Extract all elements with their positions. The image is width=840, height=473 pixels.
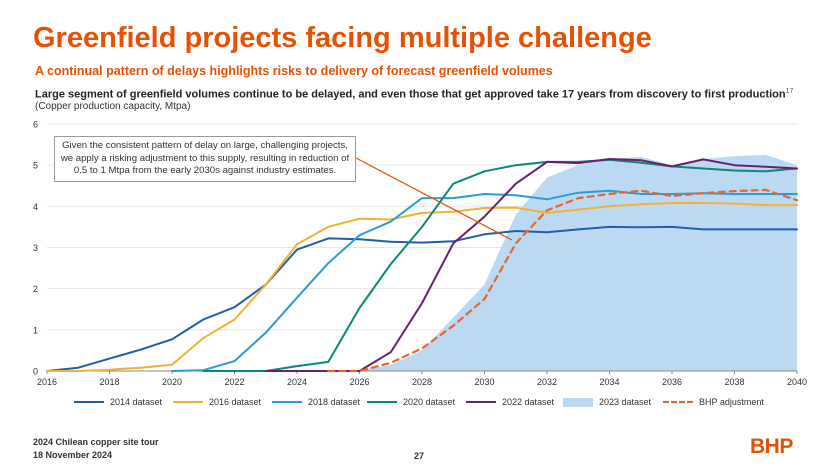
y-tick-label: 1 <box>33 325 38 335</box>
legend-item: 2018 dataset <box>272 397 360 407</box>
legend-item: 2022 dataset <box>466 397 554 407</box>
y-tick-label: 4 <box>33 202 38 212</box>
legend-swatch <box>173 401 203 403</box>
bhp-logo: BHP <box>750 435 793 458</box>
series-line-2018-dataset <box>171 189 798 372</box>
x-tick-label: 2024 <box>287 377 307 387</box>
legend-swatch <box>466 401 496 403</box>
x-tick-label: 2032 <box>537 377 557 387</box>
annotation-pointer <box>355 157 513 241</box>
y-tick-label: 5 <box>33 161 38 171</box>
chart-legend: 2014 dataset 2016 dataset 2018 dataset 2020… <box>60 397 780 411</box>
legend-swatch <box>74 401 104 403</box>
x-tick-label: 2038 <box>724 377 744 387</box>
legend-swatch <box>272 401 302 403</box>
annotation-box: Given the consistent pattern of delay on… <box>54 136 356 182</box>
x-tick-label: 2026 <box>349 377 369 387</box>
y-tick-label: 6 <box>33 120 38 130</box>
chart-heading: Large segment of greenfield volumes cont… <box>35 88 793 101</box>
legend-item: 2020 dataset <box>367 397 455 407</box>
x-tick-label: 2036 <box>662 377 682 387</box>
chart-unit-label: (Copper production capacity, Mtpa) <box>35 101 191 112</box>
page-subtitle: A continual pattern of delays highlights… <box>35 64 553 78</box>
x-tick-label: 2034 <box>599 377 619 387</box>
legend-label: 2018 dataset <box>308 397 361 407</box>
legend-label: BHP adjustment <box>699 397 764 407</box>
series-line-2020-dataset <box>202 158 798 372</box>
page-title: Greenfield projects facing multiple chal… <box>33 22 652 54</box>
x-tick-label: 2018 <box>99 377 119 387</box>
y-tick-label: 0 <box>33 367 38 377</box>
chart-heading-text: Large segment of greenfield volumes cont… <box>35 88 786 101</box>
page-number: 27 <box>414 451 425 461</box>
legend-item: BHP adjustment <box>663 397 764 407</box>
legend-label: 2016 dataset <box>209 397 262 407</box>
footer-date: 18 November 2024 <box>33 450 113 460</box>
legend-label: 2020 dataset <box>403 397 456 407</box>
x-tick-label: 2022 <box>224 377 244 387</box>
legend-swatch <box>367 401 397 403</box>
x-tick-label: 2020 <box>162 377 182 387</box>
x-tick-label: 2016 <box>37 377 57 387</box>
y-tick-label: 2 <box>33 284 38 294</box>
legend-label: 2014 dataset <box>110 397 163 407</box>
legend-item: 2014 dataset <box>74 397 162 407</box>
x-tick-label: 2040 <box>787 377 807 387</box>
y-tick-label: 3 <box>33 243 38 253</box>
legend-item: 2023 dataset <box>563 397 651 407</box>
series-area-2023-dataset <box>328 154 797 371</box>
series-line-2016-dataset <box>46 202 798 372</box>
x-tick-label: 2030 <box>474 377 494 387</box>
legend-item: 2016 dataset <box>173 397 261 407</box>
legend-label: 2023 dataset <box>599 397 652 407</box>
footnote-ref: 17 <box>785 88 794 95</box>
footer-event: 2024 Chilean copper site tour <box>33 437 159 447</box>
legend-swatch <box>663 401 693 403</box>
series-line-2014-dataset <box>46 225 798 372</box>
legend-swatch <box>563 397 593 407</box>
series-line-bhp-adjustment <box>327 188 799 373</box>
x-tick-label: 2028 <box>412 377 432 387</box>
legend-label: 2022 dataset <box>502 397 555 407</box>
